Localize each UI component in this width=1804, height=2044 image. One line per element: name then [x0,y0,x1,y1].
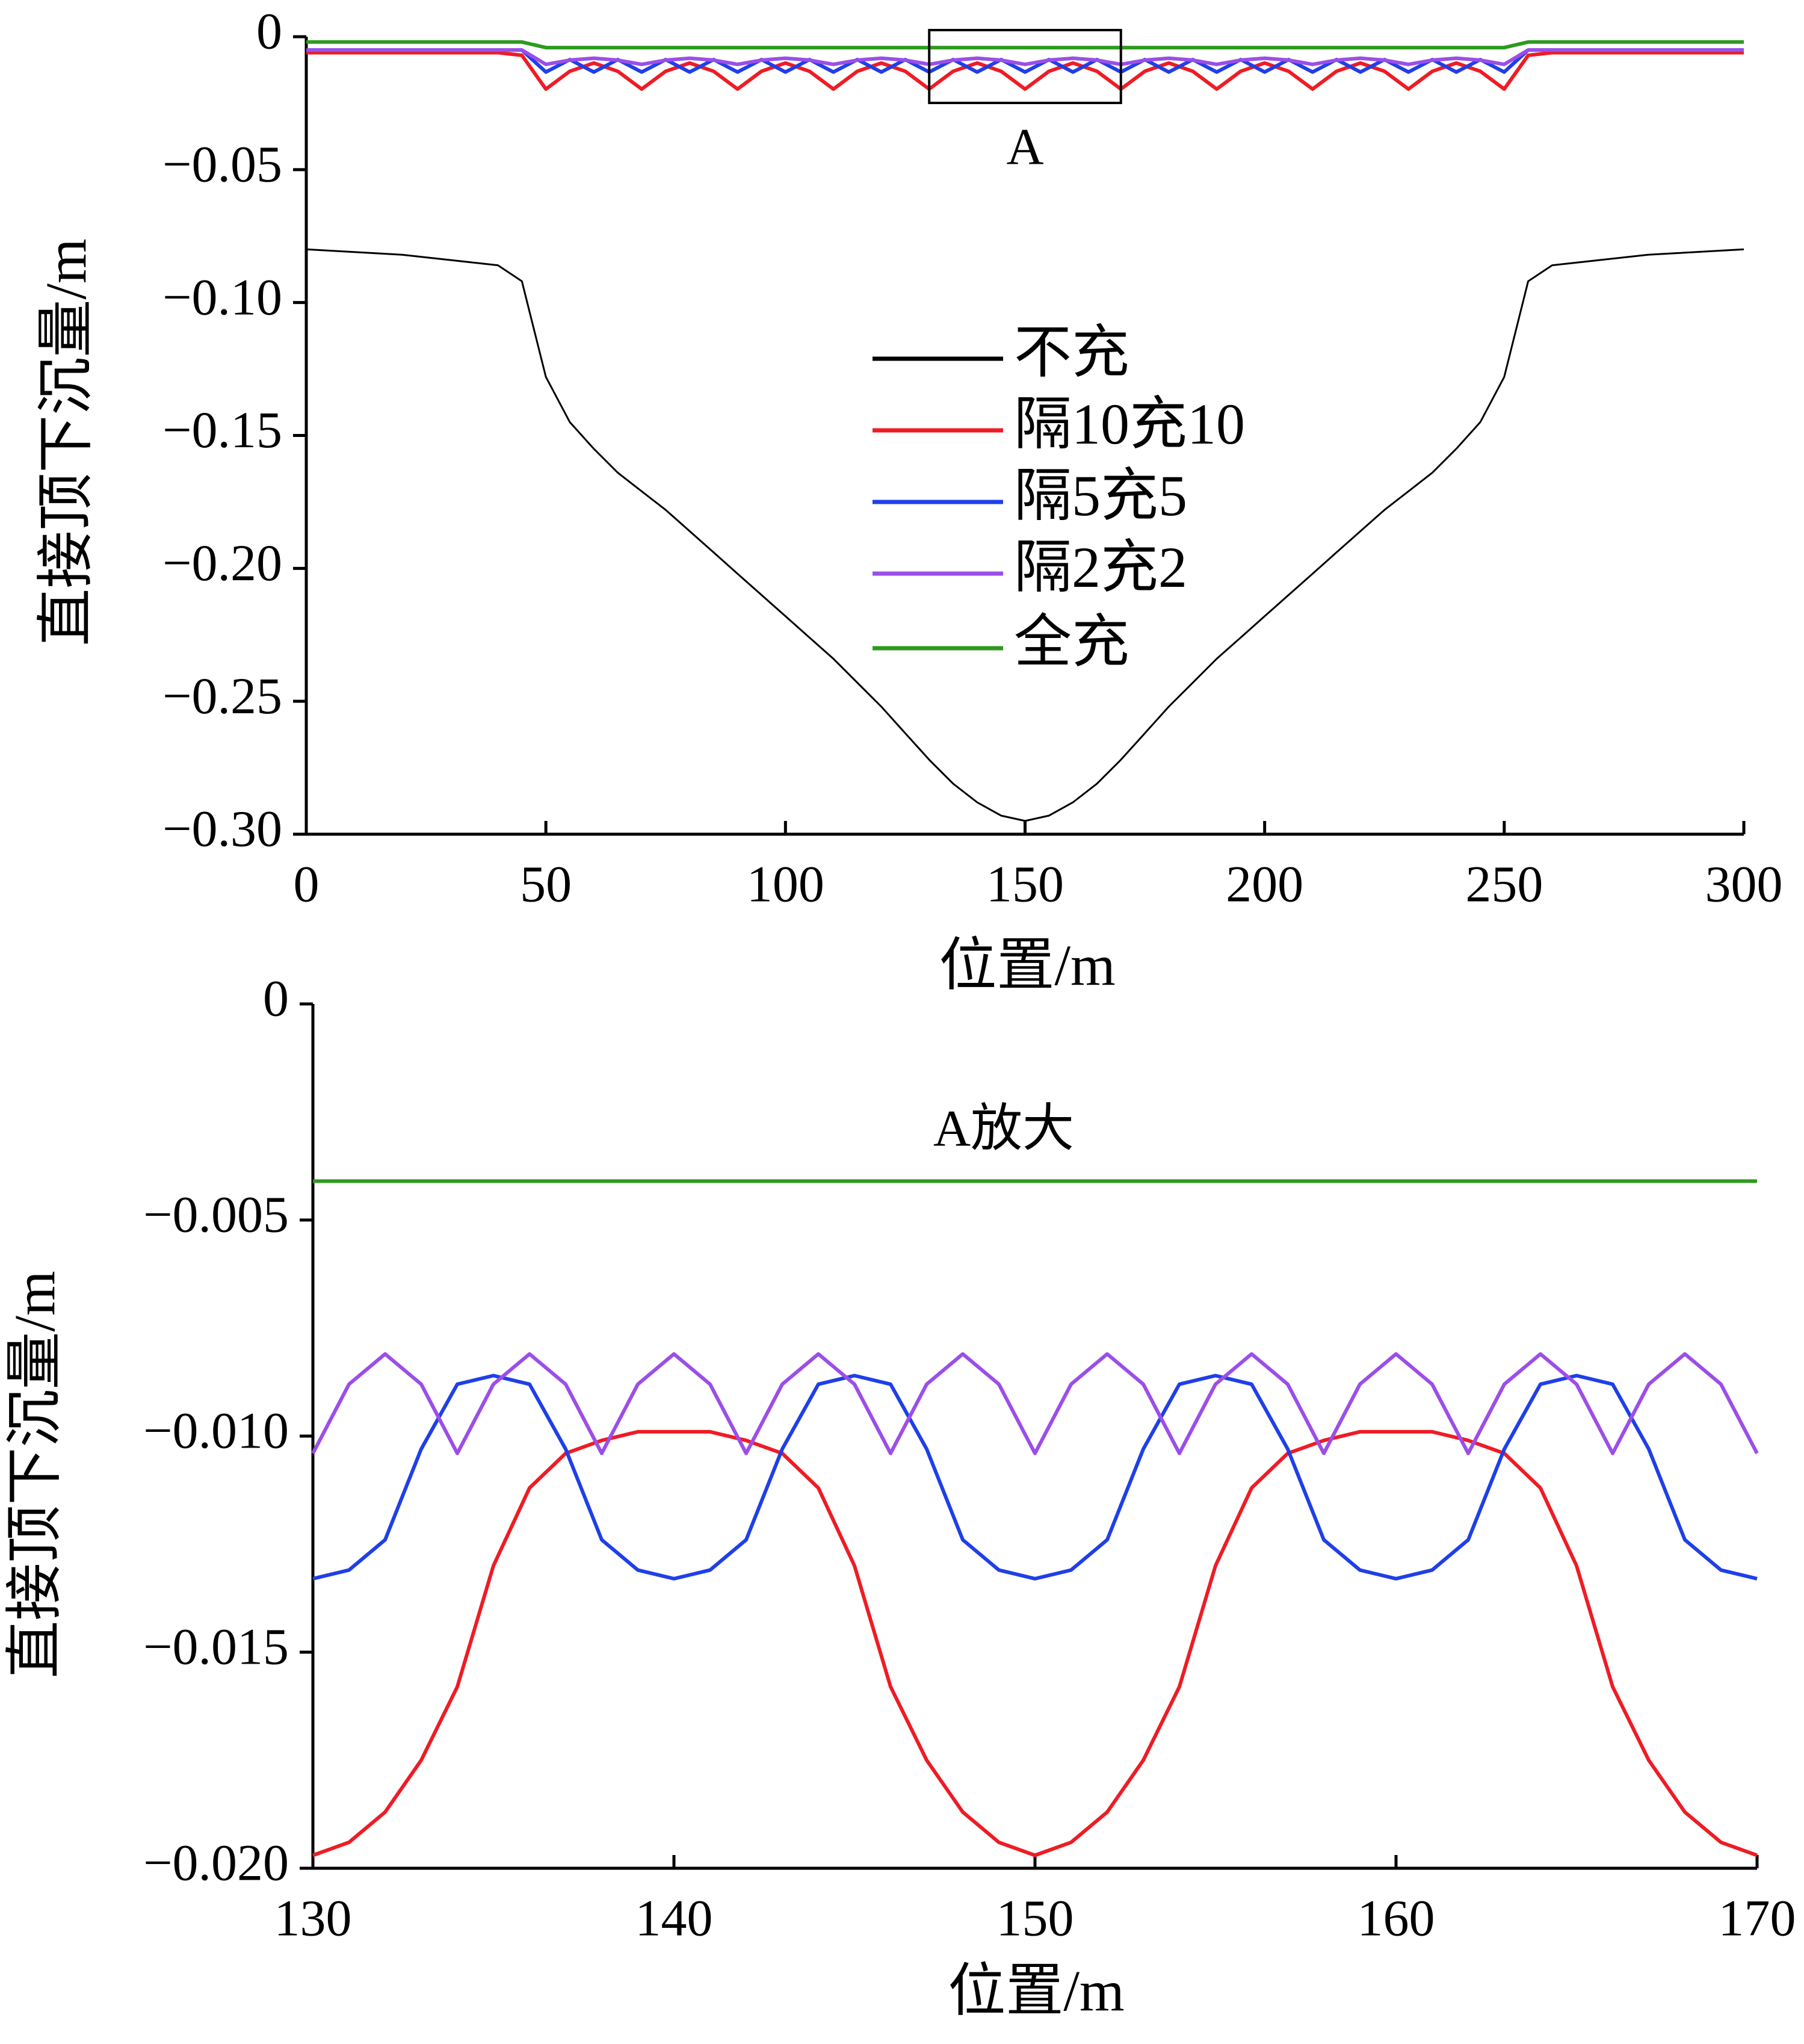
series-line [306,48,1744,74]
series-line [306,40,1744,50]
legend-label: 隔5充5 [1014,463,1187,528]
series-line [306,51,1744,91]
legend-label: 全充 [1014,610,1129,674]
x-tick-label: 160 [1358,1889,1435,1947]
series-line [312,1429,1758,1857]
y-tick-label: −0.015 [143,1618,289,1676]
zoom-box [928,29,1122,104]
y-tick-label: 0 [256,2,282,60]
x-tick-label: 130 [274,1889,352,1947]
y-tick-label: −0.30 [162,800,282,858]
x-tick-label: 170 [1719,1889,1796,1947]
legend-label: 隔10充10 [1014,392,1245,456]
y-tick-label: 0 [263,970,289,1027]
y-tick-label: −0.05 [162,135,282,193]
x-tick-label: 300 [1705,855,1783,913]
y-tick-label: −0.15 [162,401,282,459]
y-tick-label: −0.010 [143,1402,289,1460]
legend-label: 隔2充2 [1014,535,1187,599]
x-tick-label: 100 [747,855,824,913]
y-tick-label: −0.20 [162,534,282,592]
y-tick-label: −0.005 [143,1186,289,1243]
x-tick-label: 0 [294,855,320,913]
annotation: A放大 [933,1100,1074,1157]
x-tick-label: 150 [996,1889,1074,1947]
x-tick-label: 50 [520,855,572,913]
y-tick-label: −0.25 [162,667,282,725]
y-axis-label: 直接顶下沉量/m [2,1271,67,1678]
x-tick-label: 140 [635,1889,713,1947]
x-tick-label: 150 [986,855,1064,913]
x-axis-label: 位置/m [948,1959,1124,2023]
x-tick-label: 250 [1465,855,1543,913]
annotation: A [1006,118,1043,176]
y-axis-label: 直接顶下沉量/m [34,238,98,646]
series-line [312,1374,1758,1581]
series-line [306,248,1744,822]
series-line [311,1352,1759,1455]
x-tick-label: 200 [1226,855,1303,913]
y-tick-label: −0.020 [143,1834,289,1892]
x-axis-label: 位置/m [939,933,1115,997]
y-tick-label: −0.10 [162,268,282,326]
series-line [306,48,1744,66]
legend-label: 不充 [1014,320,1129,385]
